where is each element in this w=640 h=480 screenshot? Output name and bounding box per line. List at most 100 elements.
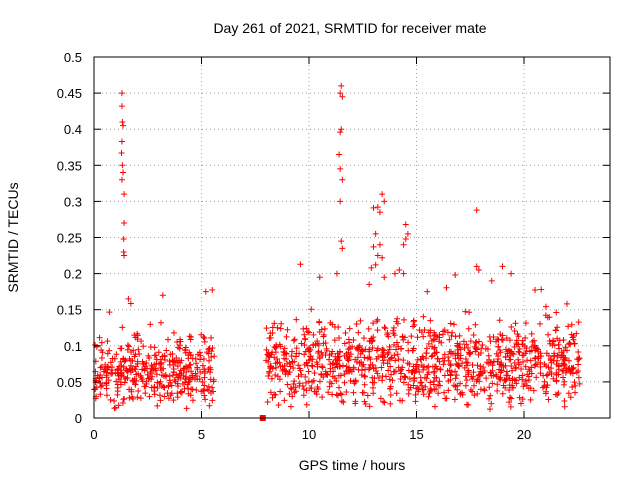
data-point (347, 377, 354, 384)
data-point (456, 332, 463, 339)
y-tick-label: 0.5 (64, 50, 82, 65)
data-point (547, 356, 554, 363)
data-point (293, 345, 300, 352)
data-point (301, 341, 308, 348)
data-point (493, 350, 500, 357)
data-point (290, 380, 297, 387)
data-point (382, 325, 389, 332)
data-point (311, 369, 318, 376)
data-point (575, 348, 582, 355)
data-point (319, 364, 326, 371)
data-point (544, 371, 551, 378)
y-tick-label: 0.3 (64, 194, 82, 209)
data-point (396, 397, 403, 404)
data-point (104, 338, 111, 345)
data-point (413, 365, 420, 372)
data-point (103, 369, 110, 376)
data-point (431, 344, 438, 351)
data-point (103, 385, 110, 392)
data-point (296, 382, 303, 389)
data-point (443, 284, 450, 291)
data-point (201, 392, 208, 399)
data-point (119, 118, 126, 125)
data-point (550, 357, 557, 364)
data-point (338, 398, 345, 405)
data-point (554, 335, 561, 342)
data-point (134, 394, 141, 401)
data-point (374, 204, 381, 211)
data-point (187, 351, 194, 358)
data-point (511, 344, 518, 350)
data-point (183, 405, 190, 412)
data-point (350, 364, 357, 371)
data-point (433, 349, 440, 356)
data-point (418, 379, 425, 386)
data-point (206, 345, 213, 352)
data-point (506, 375, 513, 382)
data-point (387, 400, 394, 407)
data-point (419, 386, 426, 393)
data-point (397, 376, 404, 383)
data-point (539, 384, 546, 391)
data-point (523, 347, 530, 354)
data-point (435, 382, 442, 389)
data-point (306, 329, 313, 336)
data-point (354, 354, 361, 361)
data-point (497, 374, 504, 381)
data-point (341, 379, 348, 386)
data-point (315, 386, 322, 393)
data-point (441, 389, 448, 396)
data-point (206, 357, 213, 364)
data-point (419, 353, 426, 360)
data-point (366, 348, 373, 355)
data-point (550, 375, 557, 382)
data-point (142, 390, 149, 397)
data-point (506, 382, 513, 389)
data-point (414, 334, 421, 341)
data-point (323, 371, 330, 378)
data-point (120, 169, 127, 176)
data-point (551, 350, 558, 357)
data-point (490, 334, 497, 341)
data-point (472, 348, 479, 355)
data-point (352, 400, 359, 407)
data-point (342, 329, 349, 336)
data-point (119, 324, 126, 331)
data-point (569, 384, 576, 391)
data-point (461, 344, 468, 351)
data-point (509, 350, 516, 357)
data-point (463, 341, 470, 348)
data-point (310, 331, 317, 338)
data-point (147, 368, 154, 375)
data-point (157, 397, 164, 404)
data-point (319, 363, 326, 370)
data-point (575, 361, 582, 368)
data-point (201, 366, 208, 373)
data-point (98, 363, 105, 370)
data-point (522, 320, 529, 327)
data-point (181, 385, 188, 392)
data-point (158, 382, 165, 389)
data-point (118, 138, 125, 145)
data-point (300, 386, 307, 393)
data-point (436, 358, 443, 365)
data-point (474, 362, 481, 369)
data-point (448, 332, 455, 339)
data-point (287, 385, 294, 392)
data-point (336, 151, 343, 158)
data-point (430, 381, 437, 388)
data-point (305, 348, 312, 355)
data-point (510, 351, 517, 358)
data-point (378, 364, 385, 371)
data-point (470, 369, 477, 376)
data-point (295, 362, 302, 369)
data-point (402, 374, 409, 381)
y-tick-label: 0.25 (57, 231, 82, 246)
data-point (335, 324, 342, 331)
data-point (575, 319, 582, 326)
data-point (263, 346, 270, 353)
data-point (98, 339, 105, 346)
data-point (141, 367, 148, 374)
data-point (349, 343, 356, 350)
data-point (327, 361, 334, 368)
